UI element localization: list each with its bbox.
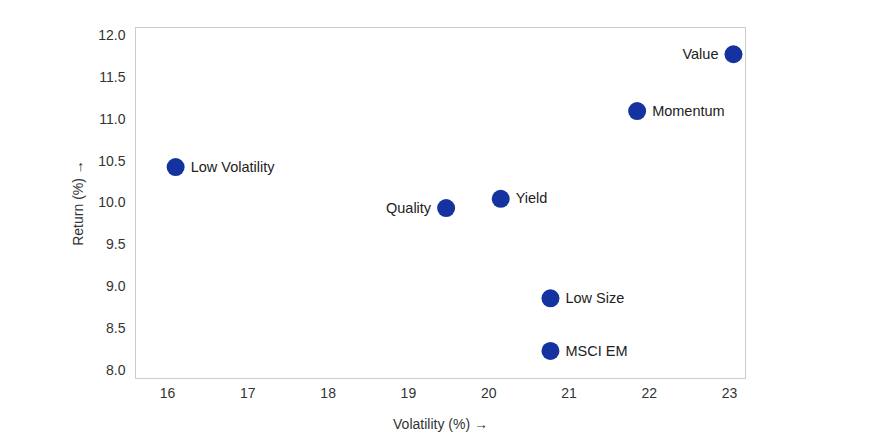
svg-text:Value: Value <box>682 46 718 62</box>
svg-text:18: 18 <box>320 385 336 401</box>
svg-text:8.0: 8.0 <box>106 362 126 378</box>
svg-text:16: 16 <box>160 385 176 401</box>
svg-text:8.5: 8.5 <box>106 320 126 336</box>
svg-text:Low Size: Low Size <box>565 290 624 306</box>
svg-text:23: 23 <box>722 385 738 401</box>
svg-text:9.0: 9.0 <box>106 278 126 294</box>
svg-text:10.5: 10.5 <box>98 153 125 169</box>
svg-text:21: 21 <box>561 385 577 401</box>
svg-text:MSCI EM: MSCI EM <box>565 343 627 359</box>
svg-text:19: 19 <box>401 385 417 401</box>
svg-text:22: 22 <box>641 385 657 401</box>
svg-text:Yield: Yield <box>516 190 548 206</box>
svg-text:9.5: 9.5 <box>106 236 126 252</box>
svg-text:11.0: 11.0 <box>99 111 125 127</box>
svg-text:11.5: 11.5 <box>99 69 125 85</box>
svg-text:Quality: Quality <box>386 200 432 216</box>
svg-text:Low Volatility: Low Volatility <box>191 159 276 175</box>
svg-text:10.0: 10.0 <box>98 194 125 210</box>
svg-text:Volatility (%) →: Volatility (%) → <box>393 416 488 432</box>
svg-text:12.0: 12.0 <box>98 27 125 43</box>
svg-text:17: 17 <box>240 385 256 401</box>
svg-text:20: 20 <box>481 385 497 401</box>
svg-text:Momentum: Momentum <box>652 103 725 119</box>
svg-text:Return (%) →: Return (%) → <box>70 160 86 246</box>
